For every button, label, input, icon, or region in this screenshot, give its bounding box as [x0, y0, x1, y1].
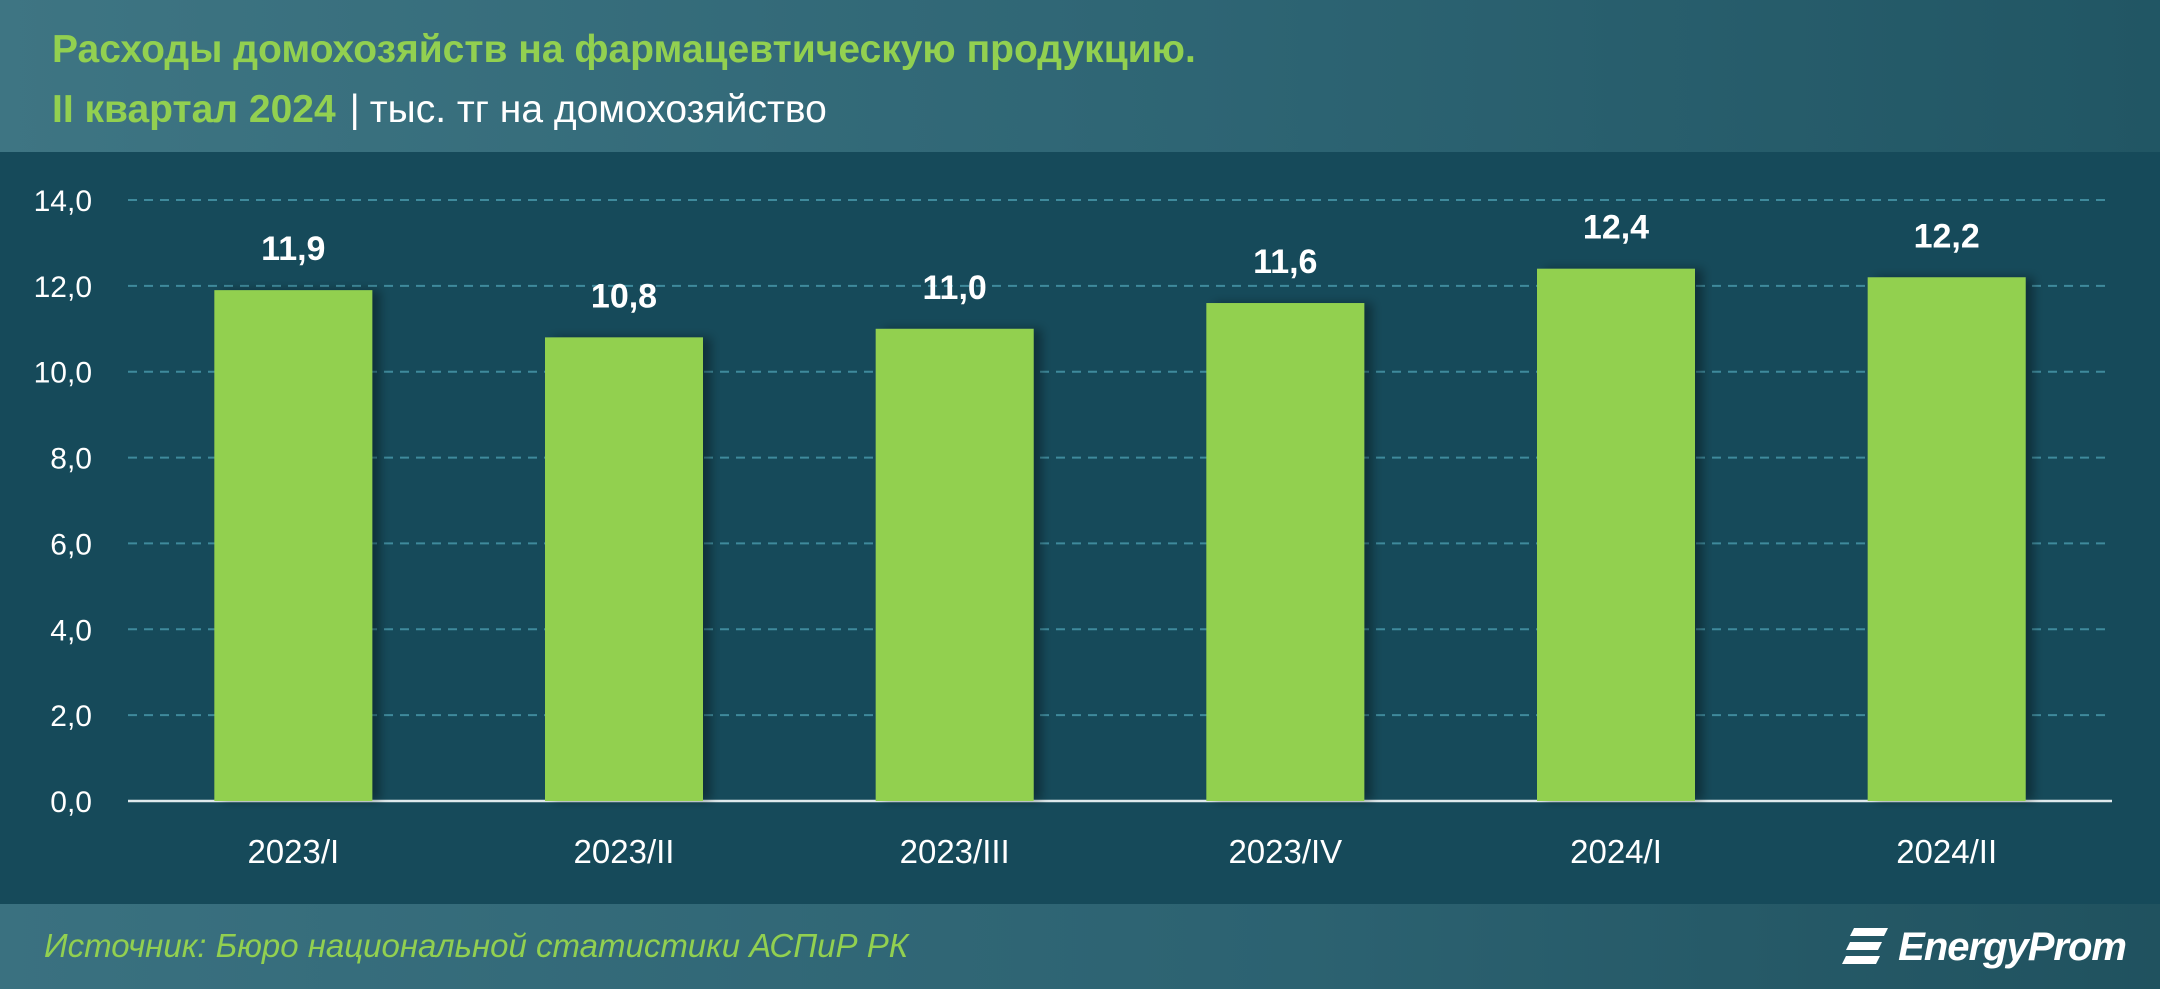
x-tick-label: 2023/IV [1228, 833, 1342, 870]
data-label: 11,6 [1253, 243, 1317, 281]
subtitle-period: II квартал 2024 [52, 88, 336, 131]
logo-text: EnergyProm [1898, 924, 2127, 969]
y-tick-label: 8,0 [50, 443, 92, 476]
plot-area: 0,0 2,0 4,0 6,0 8,0 10,0 12,0 14,0 11,9 2023/I 10,… [0, 152, 2160, 904]
x-tick-label: 2023/I [247, 833, 339, 870]
bar [1867, 277, 2026, 801]
y-tick-label: 10,0 [34, 357, 92, 390]
x-tick-label: 2024/I [1570, 833, 1662, 870]
source-note: Источник: Бюро национальной статистики А… [44, 927, 909, 964]
x-tick-label: 2024/II [1896, 833, 1997, 870]
y-tick-label: 4,0 [50, 614, 92, 647]
chart-footer: Источник: Бюро национальной статистики А… [0, 904, 2160, 989]
bar [545, 337, 703, 801]
data-label: 12,4 [1583, 209, 1649, 247]
data-label: 11,0 [923, 269, 987, 307]
y-tick-label: 6,0 [50, 528, 92, 561]
chart-title: Расходы домохозяйств на фармацевтическую… [52, 28, 1196, 71]
y-tick-label: 12,0 [34, 271, 92, 304]
bar [875, 328, 1034, 801]
data-label: 10,8 [591, 277, 657, 315]
bar [214, 290, 373, 801]
energyprom-logo-icon [1842, 928, 1889, 964]
bar-chart: 0,0 2,0 4,0 6,0 8,0 10,0 12,0 14,0 11,9 2023/I 10,… [34, 185, 2112, 870]
bar [1537, 268, 1695, 801]
x-tick-label: 2023/III [900, 833, 1010, 870]
energyprom-logo: EnergyProm [1842, 920, 2127, 974]
data-label: 11,9 [261, 230, 325, 268]
subtitle-separator: | [349, 88, 360, 131]
chart-header: Расходы домохозяйств на фармацевтическую… [0, 0, 2160, 152]
y-tick-label: 2,0 [50, 700, 92, 733]
y-tick-label: 14,0 [34, 185, 92, 218]
bar [1206, 303, 1365, 801]
chart-subtitle: II квартал 2024 | тыс. тг на домохозяйство [52, 88, 827, 132]
subtitle-unit: тыс. тг на домохозяйство [369, 88, 827, 131]
data-label: 12,2 [1914, 217, 1980, 255]
x-tick-label: 2023/II [574, 833, 675, 870]
y-tick-label: 0,0 [50, 786, 92, 819]
